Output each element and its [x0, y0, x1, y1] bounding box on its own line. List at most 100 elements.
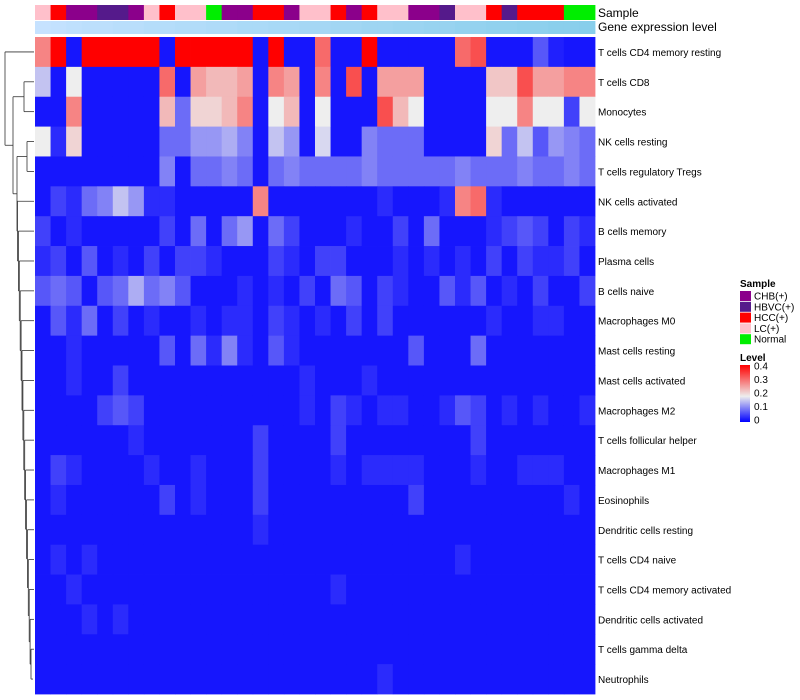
- row-label: Macrophages M1: [598, 466, 676, 477]
- heatmap-cell: [315, 544, 331, 575]
- sample-legend: Sample CHB(+)HBVC(+)HCC(+)LC(+)Normal: [740, 279, 794, 346]
- sample-annotation-cell: [299, 5, 316, 20]
- heatmap-cell: [50, 66, 67, 98]
- sample-legend-label: CHB(+): [754, 292, 788, 303]
- heatmap-cell: [283, 664, 300, 695]
- heatmap-cell: [423, 455, 440, 486]
- level-annotation-cell: [455, 21, 471, 34]
- heatmap-cell: [66, 514, 83, 546]
- heatmap-cell: [175, 425, 191, 456]
- heatmap-cell: [439, 66, 456, 98]
- heatmap-cell: [190, 574, 207, 605]
- heatmap-cell: [50, 634, 67, 665]
- heatmap-cell: [330, 484, 347, 516]
- heatmap-cell: [175, 126, 191, 157]
- heatmap-cell: [299, 514, 316, 546]
- heatmap-cell: [486, 96, 503, 127]
- heatmap-cell: [128, 96, 145, 127]
- heatmap-cell: [548, 484, 565, 516]
- level-annotation-bar: [35, 21, 596, 34]
- heatmap-cell: [128, 484, 145, 516]
- heatmap-cell: [532, 514, 549, 546]
- sample-legend-swatch: [740, 301, 751, 312]
- sample-annotation-cell: [517, 5, 534, 20]
- heatmap-cell: [532, 664, 549, 695]
- heatmap-cell: [283, 37, 300, 68]
- heatmap-cell: [143, 634, 160, 665]
- heatmap-cell: [50, 335, 67, 366]
- heatmap-cell: [392, 425, 409, 456]
- heatmap-cell: [143, 395, 160, 426]
- heatmap-cell: [190, 305, 207, 337]
- heatmap-cell: [112, 574, 129, 605]
- heatmap-cell: [112, 634, 129, 665]
- heatmap-cell: [330, 246, 347, 277]
- heatmap-cell: [330, 37, 347, 68]
- heatmap-cell: [455, 514, 471, 546]
- heatmap-cell: [439, 365, 456, 396]
- heatmap-cell: [455, 216, 471, 247]
- heatmap-cell: [392, 37, 409, 68]
- heatmap-cell: [237, 395, 254, 426]
- heatmap-cell: [268, 425, 285, 456]
- heatmap-cell: [35, 664, 51, 695]
- heatmap-cell: [252, 216, 269, 247]
- heatmap-cell: [112, 156, 129, 187]
- heatmap-cell: [206, 484, 223, 516]
- level-annotation-cell: [579, 21, 596, 34]
- heatmap-cell: [268, 216, 285, 247]
- heatmap-cell: [299, 604, 316, 635]
- row-label: T cells CD4 memory resting: [598, 48, 721, 59]
- level-annotation-cell: [237, 21, 254, 34]
- heatmap-cell: [175, 574, 191, 605]
- heatmap-cell: [268, 484, 285, 516]
- sample-annotation-cell: [97, 5, 114, 20]
- heatmap-cell: [299, 574, 316, 605]
- heatmap-cell: [563, 484, 580, 516]
- heatmap-cell: [97, 425, 114, 456]
- row-label: T cells CD4 memory activated: [598, 585, 731, 596]
- heatmap-cell: [66, 484, 83, 516]
- heatmap-cell: [97, 395, 114, 426]
- heatmap-cell: [470, 275, 487, 307]
- heatmap-cell: [112, 395, 129, 426]
- heatmap-cell: [159, 216, 176, 247]
- heatmap-cell: [97, 574, 114, 605]
- heatmap-cell: [532, 275, 549, 307]
- heatmap-cell: [408, 514, 425, 546]
- heatmap-cell: [330, 186, 347, 217]
- heatmap-cell: [190, 544, 207, 575]
- heatmap-cell: [143, 455, 160, 486]
- heatmap-cell: [470, 395, 487, 426]
- heatmap-cell: [268, 305, 285, 337]
- heatmap-cell: [486, 66, 503, 98]
- sample-annotation-cell: [532, 5, 549, 20]
- heatmap-cell: [439, 574, 456, 605]
- sample-annotation-cell: [361, 5, 378, 20]
- heatmap-cell: [532, 604, 549, 635]
- heatmap-cell: [143, 37, 160, 68]
- heatmap-cell: [237, 365, 254, 396]
- heatmap-cell: [252, 186, 269, 217]
- heatmap-cell: [423, 246, 440, 277]
- heatmap-cell: [501, 664, 518, 695]
- heatmap-cell: [392, 305, 409, 337]
- heatmap-cell: [392, 514, 409, 546]
- heatmap-cell: [501, 544, 518, 575]
- sample-annotation-cell: [455, 5, 471, 20]
- heatmap-cell: [221, 574, 238, 605]
- heatmap-cell: [315, 275, 331, 307]
- sample-annotation-cell: [237, 5, 254, 20]
- heatmap-cell: [563, 664, 580, 695]
- heatmap-cell: [81, 305, 98, 337]
- heatmap-cell: [486, 455, 503, 486]
- heatmap-cell: [532, 484, 549, 516]
- heatmap-cell: [66, 186, 83, 217]
- heatmap-cell: [423, 664, 440, 695]
- heatmap-cell: [206, 37, 223, 68]
- heatmap-cell: [517, 156, 534, 187]
- level-annotation-cell: [517, 21, 534, 34]
- heatmap-cell: [408, 66, 425, 98]
- heatmap-cell: [143, 514, 160, 546]
- heatmap-cell: [579, 514, 596, 546]
